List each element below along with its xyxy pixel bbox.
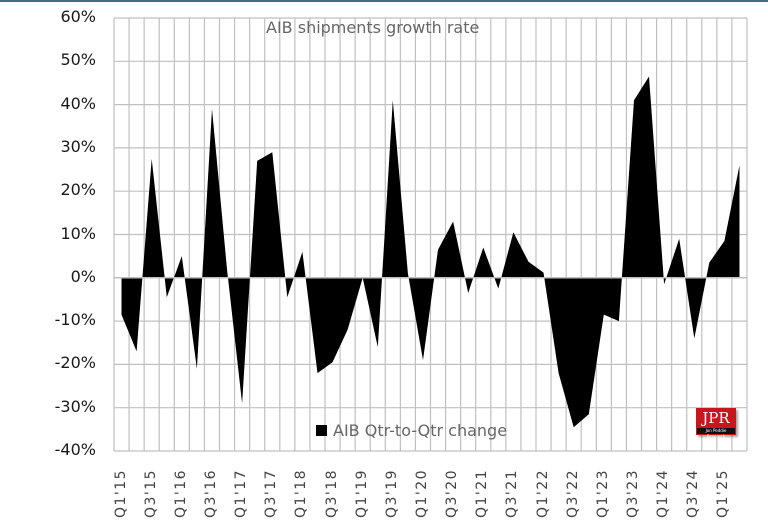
x-tick-label: Q3'22 [564,468,581,518]
x-tick-label: Q1'15 [112,468,129,518]
x-tick-label: Q3'17 [263,468,280,518]
x-tick-label: Q1'20 [413,468,430,518]
x-tick-label: Q3'15 [142,468,159,518]
series-area [121,76,740,428]
x-tick-label: Q3'20 [444,468,461,518]
y-tick-label: -20% [54,353,96,373]
x-tick-label: Q1'21 [474,468,491,518]
x-tick-label: Q3'21 [504,468,521,518]
legend: AIB Qtr-to-Qtr change [316,421,507,440]
x-tick-label: Q1'16 [172,468,189,518]
y-tick-label: 10% [60,223,96,243]
y-tick-label: -10% [54,310,96,330]
x-tick-label: Q1'17 [233,468,250,518]
y-tick-label: -30% [54,396,96,416]
chart-title: AIB shipments growth rate [266,18,480,37]
y-tick-label: 30% [60,136,96,156]
top-border [0,0,768,2]
y-tick-label: 50% [60,50,96,70]
x-tick-label: Q3'24 [685,468,702,518]
x-tick-label: Q3'19 [383,468,400,518]
x-tick-label: Q1'24 [655,468,672,518]
x-tick-label: Q1'25 [715,468,732,518]
logo-subtext: Jon Peddie Research [697,428,735,439]
logo-text: JPR [702,409,730,427]
x-tick-label: Q3'16 [202,468,219,518]
legend-label: AIB Qtr-to-Qtr change [333,421,508,440]
y-tick-label: 0% [70,266,96,286]
y-tick-label: 40% [60,93,96,113]
x-tick-label: Q1'18 [293,468,310,518]
x-tick-label: Q1'19 [353,468,370,518]
x-tick-label: Q1'22 [534,468,551,518]
legend-swatch-icon [316,425,327,436]
y-tick-label: 20% [60,180,96,200]
y-tick-label: -40% [54,440,96,459]
x-tick-label: Q3'23 [624,468,641,518]
jpr-logo: JPR Jon Peddie Research [696,408,736,439]
x-tick-label: Q1'23 [594,468,611,518]
x-tick-label: Q3'18 [323,468,340,518]
y-tick-label: 60% [60,7,96,26]
